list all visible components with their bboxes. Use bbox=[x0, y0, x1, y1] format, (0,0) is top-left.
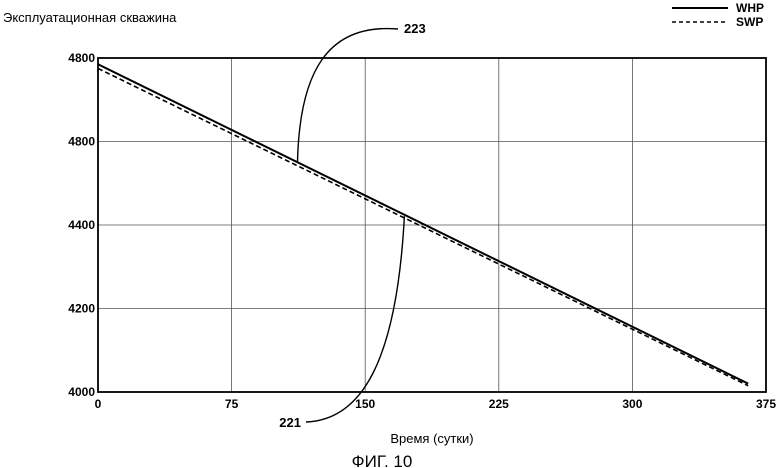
leader-line-223 bbox=[298, 29, 398, 162]
series-line-whp bbox=[98, 64, 748, 383]
y-tick-label: 4200 bbox=[68, 302, 95, 316]
legend-label-swp: SWP bbox=[736, 15, 763, 29]
x-tick-label: 375 bbox=[756, 397, 776, 411]
series-line-swp bbox=[98, 68, 748, 385]
y-tick-label: 4400 bbox=[68, 218, 95, 232]
x-tick-label: 225 bbox=[489, 397, 509, 411]
x-axis-label: Время (сутки) bbox=[390, 431, 473, 446]
plot-annotations: 223 221 bbox=[279, 21, 425, 430]
ref-number-223: 223 bbox=[404, 21, 426, 36]
y-tick-label: 4800 bbox=[68, 51, 95, 65]
y-tick-label: 4000 bbox=[68, 385, 95, 399]
plot-grid bbox=[98, 58, 766, 392]
x-axis-ticks: 0 75 150 225 300 375 bbox=[95, 397, 777, 411]
figure-caption: ФИГ. 10 bbox=[352, 452, 413, 468]
legend: WHP SWP bbox=[672, 1, 764, 29]
y-axis-ticks: 4000 4200 4400 4800 4800 bbox=[68, 51, 95, 399]
x-tick-label: 75 bbox=[225, 397, 239, 411]
x-tick-label: 150 bbox=[355, 397, 375, 411]
x-tick-label: 0 bbox=[95, 397, 102, 411]
chart-title: Эксплуатационная скважина bbox=[3, 10, 177, 25]
y-tick-label: 4800 bbox=[68, 135, 95, 149]
ref-number-221: 221 bbox=[279, 415, 301, 430]
x-tick-label: 300 bbox=[622, 397, 642, 411]
legend-label-whp: WHP bbox=[736, 1, 764, 15]
